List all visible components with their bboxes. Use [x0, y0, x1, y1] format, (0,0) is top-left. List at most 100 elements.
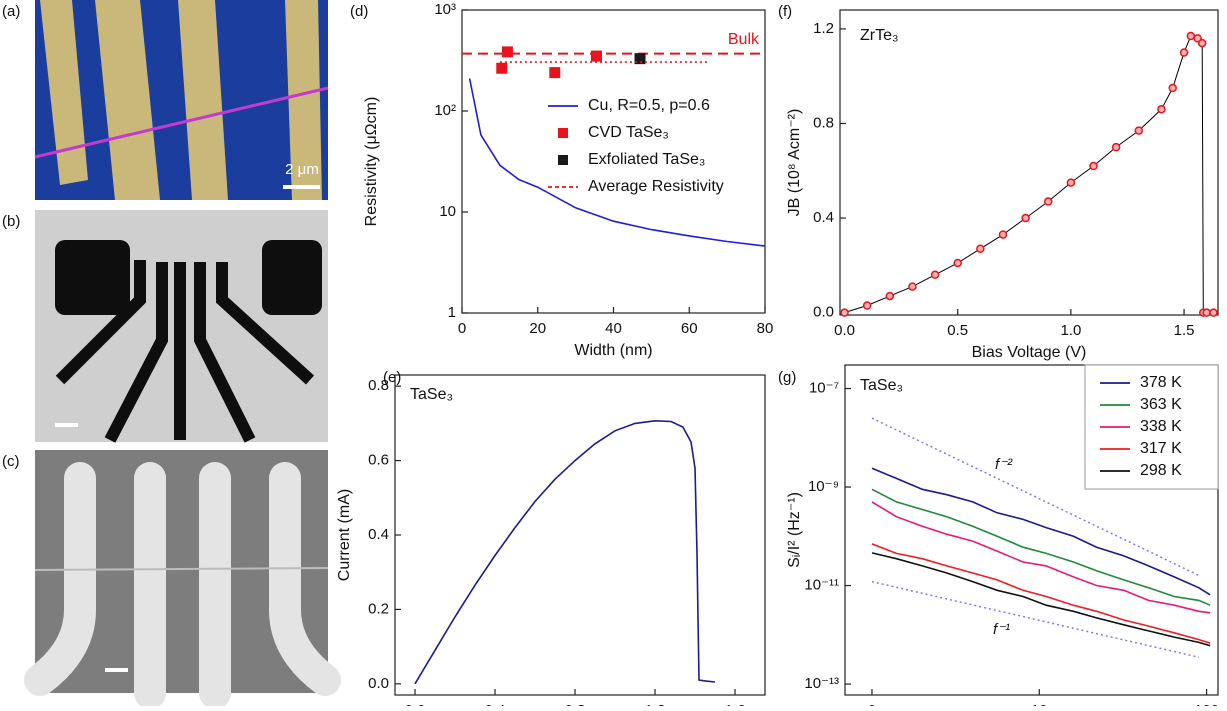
- scale-bar-label: 2 μm: [285, 161, 319, 178]
- image-c: [24, 450, 341, 709]
- y-tick-label: 0.8: [368, 377, 389, 394]
- y-tick-label: 1: [448, 304, 456, 321]
- marker: [1197, 38, 1207, 48]
- marker: [1179, 48, 1189, 57]
- marker: [590, 50, 602, 62]
- panel-label: (c): [2, 453, 20, 470]
- x-tick-label: 0.0: [834, 322, 855, 339]
- marker: [1021, 213, 1030, 223]
- panel-label: (b): [2, 213, 20, 230]
- legend-label: Cu, R=0.5, p=0.6: [588, 97, 710, 114]
- series-line: [871, 467, 1211, 596]
- x-tick-label: 20: [529, 320, 546, 337]
- x-tick-label: 1.6: [725, 702, 746, 706]
- x-tick-label: 10: [1031, 702, 1048, 706]
- y-tick-label: 0.2: [368, 600, 389, 617]
- y-tick-label: 10⁻¹¹: [804, 577, 839, 594]
- guide-label: f⁻²: [995, 456, 1013, 473]
- marker: [1111, 142, 1121, 152]
- y-tick-label: 0.0: [813, 304, 834, 321]
- guide-line: [871, 417, 1200, 577]
- x-tick-label: 0.8: [565, 702, 586, 706]
- plot-frame: [844, 364, 1219, 696]
- y-tick-label: 0.6: [368, 452, 389, 469]
- annotation: ZrTe₃: [860, 27, 899, 44]
- x-tick-label: 0: [868, 702, 876, 706]
- marker: [1089, 161, 1098, 171]
- marker: [1066, 178, 1076, 187]
- y-tick-label: 10⁻⁷: [809, 379, 839, 396]
- marker: [1168, 83, 1177, 93]
- y-axis-title: JB (10⁸ Acm⁻²): [786, 109, 803, 217]
- x-tick-label: 0.4: [485, 702, 506, 706]
- marker: [1043, 197, 1053, 206]
- y-tick-label: 10²: [434, 102, 456, 119]
- series-line: [871, 501, 1211, 614]
- annotation: TaSe₃: [860, 377, 903, 394]
- x-tick-label: 60: [681, 320, 698, 337]
- x-tick-label: 0.0: [405, 702, 426, 706]
- marker: [908, 282, 917, 291]
- marker: [501, 46, 513, 58]
- image-a: 2 μm: [34, 0, 329, 200]
- panel-label: (f): [778, 3, 792, 20]
- y-axis-title: Current (mA): [336, 489, 353, 581]
- panel-label: (g): [778, 369, 796, 386]
- guide-label: f⁻¹: [993, 621, 1010, 638]
- series-line: [844, 35, 1214, 314]
- marker: [1209, 308, 1218, 317]
- y-tick-label: 1.2: [813, 20, 834, 37]
- x-tick-label: 0: [458, 320, 466, 337]
- x-axis-title: Bias Voltage (V): [972, 344, 1087, 361]
- legend-label: Exfoliated TaSe₃: [588, 151, 705, 168]
- y-axis-title: Sᵢ/I² (Hz⁻¹): [786, 492, 803, 568]
- x-axis-title: Width (nm): [574, 342, 652, 359]
- annotation: TaSe₃: [410, 386, 453, 403]
- marker: [885, 291, 895, 301]
- panel-label: (d): [350, 3, 368, 20]
- legend-label: 298 K: [1140, 462, 1182, 479]
- marker: [549, 67, 561, 79]
- x-tick-label: 100: [1194, 702, 1219, 706]
- y-tick-label: 10⁻⁹: [808, 478, 839, 495]
- marker: [976, 244, 985, 254]
- marker: [998, 230, 1008, 239]
- series-line: [468, 78, 766, 247]
- marker: [634, 53, 646, 65]
- plot-frame: [394, 374, 766, 696]
- y-tick-label: 0.8: [813, 114, 834, 131]
- legend-label: Average Resistivity: [588, 178, 724, 195]
- series-line: [871, 543, 1211, 644]
- legend-label: 338 K: [1140, 418, 1182, 435]
- plot-frame: [839, 9, 1219, 316]
- x-tick-label: 40: [605, 320, 622, 337]
- x-tick-label: 80: [757, 320, 774, 337]
- marker: [1202, 308, 1211, 317]
- marker: [840, 308, 849, 317]
- marker: [1186, 31, 1196, 41]
- y-tick-label: 0.4: [813, 209, 834, 226]
- series-line: [871, 488, 1211, 606]
- marker: [1134, 126, 1144, 135]
- x-tick-label: 1.2: [645, 702, 666, 706]
- legend-marker: [558, 128, 568, 138]
- reference-label: Bulk: [728, 31, 760, 48]
- series-line: [871, 552, 1211, 647]
- panel-label: (a): [2, 3, 20, 20]
- legend-label: 363 K: [1140, 396, 1182, 413]
- y-axis-title: Resistivity (μΩcm): [363, 97, 380, 227]
- legend-label: CVD TaSe₃: [588, 124, 669, 141]
- legend-label: 317 K: [1140, 440, 1182, 457]
- y-tick-label: 0.4: [368, 526, 389, 543]
- y-tick-label: 0.0: [368, 675, 389, 692]
- x-tick-label: 1.5: [1174, 322, 1195, 339]
- series-line: [414, 419, 716, 685]
- marker: [496, 62, 508, 74]
- marker: [930, 270, 940, 280]
- y-tick-label: 10³: [434, 1, 456, 18]
- guide-line: [871, 580, 1200, 659]
- x-tick-label: 0.5: [947, 322, 968, 339]
- image-b: [35, 210, 328, 443]
- legend-marker: [558, 155, 568, 165]
